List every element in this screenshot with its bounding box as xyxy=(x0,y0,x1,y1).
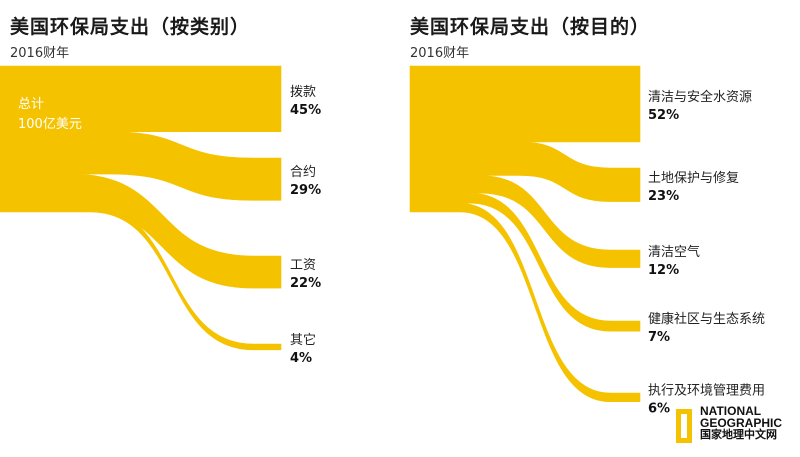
chart-title-by-purpose: 美国环保局支出（按目的） xyxy=(410,16,651,38)
total-label-line2: 100亿美元 xyxy=(18,117,82,132)
category-label-0-2: 工资 xyxy=(290,258,316,273)
chart-subtitle-by-category: 2016财年 xyxy=(10,46,70,61)
category-label-0-3: 其它 xyxy=(290,332,316,348)
category-label-1-0: 清洁与安全水资源 xyxy=(648,89,752,105)
flow-band-1-3 xyxy=(409,192,641,332)
yellow-frame-icon xyxy=(676,409,692,443)
total-label-line1: 总计 xyxy=(18,97,44,112)
logo-line-2: GEOGRAPHIC xyxy=(700,416,783,430)
category-label-0-0: 拨款 xyxy=(290,85,316,100)
flow-band-0-3 xyxy=(0,205,282,351)
value-label-1-1: 23% xyxy=(648,189,679,204)
category-label-1-4: 执行及环境管理费用 xyxy=(648,383,765,398)
value-label-0-2: 22% xyxy=(290,276,321,291)
flow-band-0-1 xyxy=(0,131,282,201)
value-label-0-0: 45% xyxy=(290,103,321,118)
value-label-0-3: 4% xyxy=(290,351,312,366)
national-geographic-logo: NATIONAL GEOGRAPHIC 国家地理中文网 xyxy=(676,405,796,451)
logo-line-1: NATIONAL xyxy=(700,404,762,418)
value-label-1-0: 52% xyxy=(648,108,679,123)
value-label-1-3: 7% xyxy=(648,330,670,345)
value-label-0-1: 29% xyxy=(290,183,321,198)
value-label-1-2: 12% xyxy=(648,263,679,278)
chart-subtitle-by-purpose: 2016财年 xyxy=(410,46,470,61)
flow-band-1-2 xyxy=(409,175,641,268)
category-label-1-2: 清洁空气 xyxy=(648,244,700,260)
category-label-0-1: 合约 xyxy=(290,165,316,180)
flow-band-1-0 xyxy=(409,65,641,143)
logo-line-3: 国家地理中文网 xyxy=(700,429,777,441)
flow-band-0-0 xyxy=(0,65,282,133)
value-label-1-4: 6% xyxy=(648,401,670,416)
chart-title-by-category: 美国环保局支出（按类别） xyxy=(10,16,251,38)
flow-band-1-1 xyxy=(409,141,641,202)
flow-band-1-4 xyxy=(409,202,641,403)
category-label-1-3: 健康社区与生态系统 xyxy=(648,311,765,327)
category-label-1-1: 土地保护与修复 xyxy=(648,171,739,186)
